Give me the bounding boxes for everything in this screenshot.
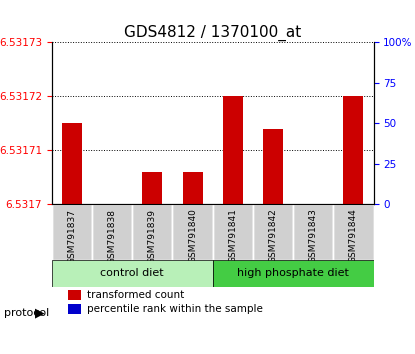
Point (68, 228, 75, 234)
Point (350, 228, 357, 234)
FancyBboxPatch shape (52, 204, 92, 259)
FancyBboxPatch shape (293, 204, 333, 259)
Text: GSM791840: GSM791840 (188, 209, 197, 263)
FancyBboxPatch shape (253, 204, 293, 259)
Text: percentile rank within the sample: percentile rank within the sample (87, 304, 263, 314)
Title: GDS4812 / 1370100_at: GDS4812 / 1370100_at (124, 25, 301, 41)
Bar (68, 290, 81, 300)
Text: high phosphate diet: high phosphate diet (237, 268, 349, 279)
Bar (62, 123, 82, 204)
Point (149, 228, 156, 234)
Text: transformed count: transformed count (87, 290, 185, 300)
FancyBboxPatch shape (52, 259, 213, 287)
Point (189, 228, 196, 234)
Text: protocol: protocol (4, 308, 49, 318)
Text: GSM791839: GSM791839 (148, 209, 157, 264)
Text: control diet: control diet (100, 268, 164, 279)
FancyBboxPatch shape (173, 204, 213, 259)
Point (310, 228, 317, 234)
FancyBboxPatch shape (92, 204, 132, 259)
FancyBboxPatch shape (213, 204, 253, 259)
FancyBboxPatch shape (333, 204, 374, 259)
Bar (102, 204, 122, 285)
Bar (142, 172, 162, 204)
Text: GSM791843: GSM791843 (309, 209, 318, 263)
Point (270, 228, 276, 234)
Point (109, 228, 115, 234)
Text: GSM791838: GSM791838 (107, 209, 117, 264)
Bar (223, 96, 243, 204)
Point (229, 228, 236, 234)
Text: GSM791841: GSM791841 (228, 209, 237, 263)
Bar (183, 172, 203, 204)
Text: ▶: ▶ (35, 307, 45, 320)
FancyBboxPatch shape (132, 204, 173, 259)
Bar (263, 129, 283, 204)
Text: GSM791844: GSM791844 (349, 209, 358, 263)
Bar (343, 96, 364, 204)
Text: GSM791842: GSM791842 (269, 209, 278, 263)
Text: GSM791837: GSM791837 (68, 209, 76, 264)
Bar (68, 304, 81, 314)
FancyBboxPatch shape (213, 259, 374, 287)
